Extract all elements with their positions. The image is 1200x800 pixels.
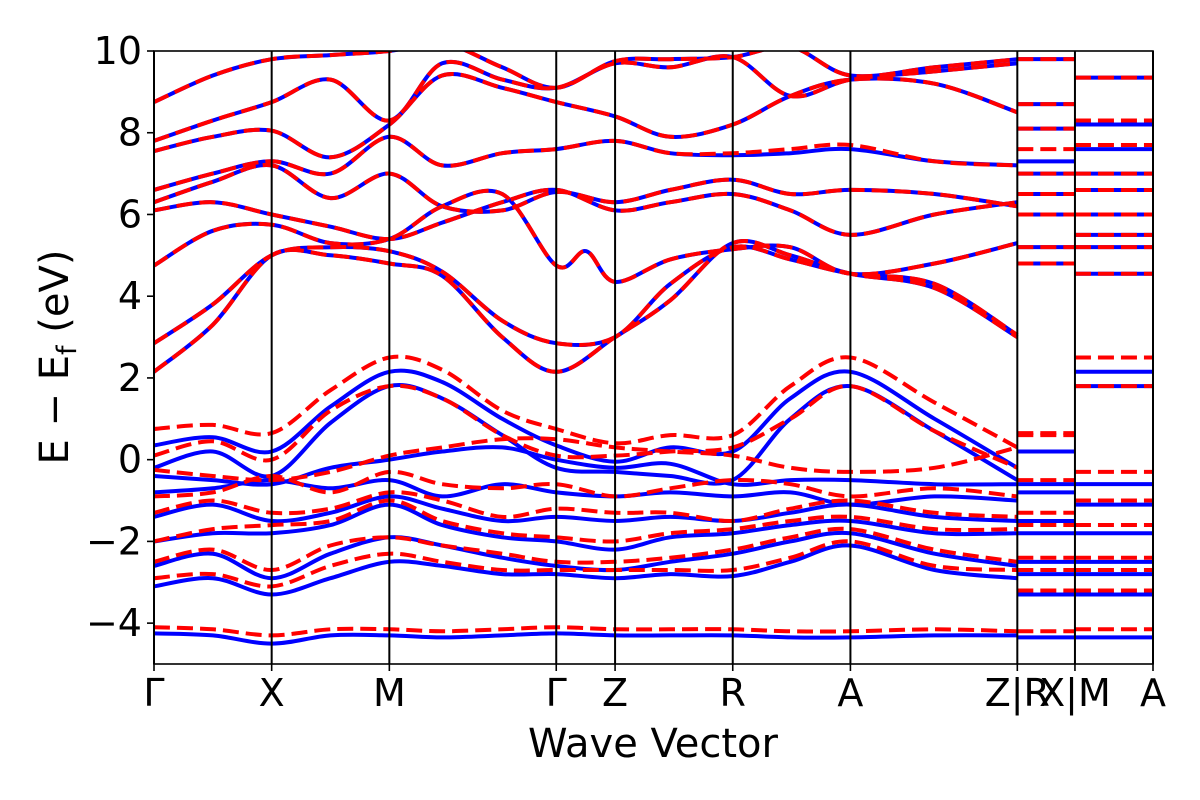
plot-frame [153, 50, 1154, 665]
band-solid-4 [154, 163, 1018, 214]
band-dashed-8 [154, 51, 1018, 104]
x-tick-label-8: X|M [1039, 671, 1111, 716]
y-axis-ticks: −4 −2 0 2 4 6 8 10 [86, 29, 154, 645]
x-tick-label-3: Γ [546, 671, 567, 715]
band-solid-10 [154, 383, 1019, 486]
band-solid-5 [154, 134, 1018, 192]
band-solid-0 [154, 239, 1019, 374]
segment-m-a [1074, 75, 1153, 640]
band-solid-1 [154, 244, 1019, 348]
bands-layer [154, 51, 1153, 646]
band-dashed-7 [154, 54, 1018, 143]
x-tick-label-1: X [259, 671, 285, 715]
band-dashed-16 [154, 539, 1018, 589]
x-tick-label-5: R [720, 671, 746, 715]
y-tick-label-6: 8 [118, 111, 142, 155]
x-axis-label: Wave Vector [528, 721, 779, 767]
y-tick-label-3: 2 [118, 356, 142, 400]
band-dashed-2 [154, 188, 1018, 284]
y-tick-label-1: −2 [86, 519, 142, 563]
x-tick-label-2: M [373, 671, 406, 715]
band-dashed-14 [154, 498, 1018, 544]
segment-r-x [1017, 57, 1075, 640]
x-tick-label-6: A [837, 671, 863, 715]
y-tick-label-5: 6 [118, 192, 142, 236]
x-tick-label-9: A [1140, 671, 1166, 715]
band-solid-2 [154, 188, 1018, 284]
y-tick-label-2: 0 [118, 438, 142, 482]
band-dashed-1 [154, 244, 1019, 348]
y-tick-label-7: 10 [94, 29, 142, 73]
y-axis-label-unit: (eV) [32, 250, 78, 346]
band-dashed-13 [154, 490, 1018, 524]
y-axis-label: E − Ef (eV) [32, 250, 83, 465]
y-axis-label-subscript: f [52, 344, 83, 355]
x-tick-label-4: Z [602, 671, 628, 715]
y-tick-label-0: −4 [86, 601, 142, 645]
y-axis-label-main: E − E [32, 355, 78, 465]
band-solid-9 [154, 368, 1019, 470]
band-dashed-12 [154, 469, 1018, 499]
k-point-separators [153, 51, 1154, 664]
band-solid-7 [154, 54, 1018, 143]
x-tick-label-0: Γ [143, 671, 164, 715]
y-tick-label-4: 4 [118, 274, 142, 318]
x-axis-ticks: Γ X M Γ Z R A Z|RX|M A [143, 664, 1166, 716]
band-dashed-0 [154, 239, 1019, 374]
x-tick-label-7: Z|R [985, 671, 1050, 716]
